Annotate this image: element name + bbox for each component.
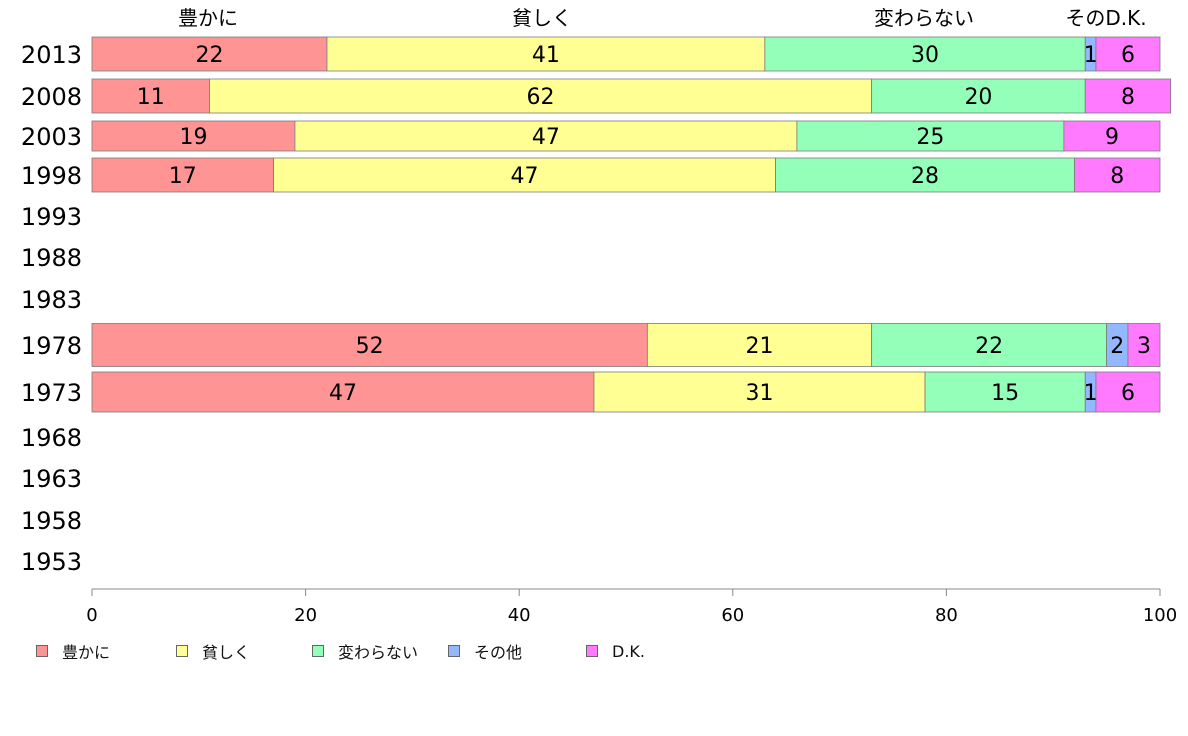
x-tick-label: 20 (294, 605, 317, 626)
data-label: 47 (511, 164, 539, 189)
data-label: 15 (991, 381, 1019, 406)
bar-segment (1084, 78, 1172, 114)
data-label: 1 (1084, 43, 1098, 68)
data-label: 17 (169, 164, 197, 189)
y-tick-label: 1983 (21, 286, 82, 314)
y-tick-label: 1953 (21, 548, 82, 576)
data-label: 3 (1137, 334, 1151, 359)
legend-item: D.K. (586, 638, 645, 664)
data-label: 20 (964, 85, 992, 110)
bar-segment (91, 120, 296, 152)
bar-segment (91, 157, 274, 193)
top-label: 貧しく (512, 6, 572, 30)
y-axis-labels: 2013 2008 2003 1998 1993 1988 1983 1978 1973 1968… (21, 41, 82, 576)
data-label: 28 (911, 164, 939, 189)
data-label: 47 (532, 125, 560, 150)
data-label: 8 (1110, 164, 1124, 189)
legend: 豊かに 貧しく 変わらない その他 D.K. (36, 638, 736, 664)
bar-segment (646, 323, 873, 367)
bar-segment (326, 36, 766, 72)
data-label: 19 (179, 125, 207, 150)
legend-label: その他 (474, 643, 523, 662)
legend-label: 貧しく (202, 643, 251, 662)
top-label: 豊かに (178, 6, 238, 30)
bar-segment (1095, 36, 1161, 72)
bar-segment (871, 323, 1108, 367)
data-label: 8 (1121, 85, 1135, 110)
legend-swatch (176, 645, 188, 657)
bar-segment (775, 157, 1075, 193)
y-tick-label: 1968 (21, 424, 82, 452)
data-label: 1 (1084, 381, 1098, 406)
bar-segment (91, 36, 328, 72)
bar-segment (91, 78, 210, 114)
data-label: 6 (1121, 43, 1135, 68)
data-label: 30 (911, 43, 939, 68)
data-label: 11 (137, 85, 165, 110)
bar-segment (209, 78, 873, 114)
bar-segment (924, 371, 1086, 413)
data-label: 22 (975, 334, 1003, 359)
data-label: 62 (527, 85, 555, 110)
bars-area: 22 41 30 1 611 62 20 819 47 25 917 47 28 852 21 22 2 347 3… (91, 36, 1172, 413)
legend-item: 豊かに (36, 638, 110, 664)
x-tick-label: 0 (86, 605, 97, 626)
x-tick-label: 80 (935, 605, 958, 626)
y-tick-label: 1973 (21, 379, 82, 407)
y-tick-label: 1978 (21, 332, 82, 360)
x-tick-label: 40 (508, 605, 531, 626)
legend-item: 貧しく (176, 638, 250, 664)
y-tick-label: 1963 (21, 465, 82, 493)
x-tick-label: 60 (721, 605, 744, 626)
bar-segment (764, 36, 1086, 72)
bar-segment (871, 78, 1086, 114)
legend-label: D.K. (612, 641, 645, 661)
bar-segment (1063, 120, 1161, 152)
data-label: 41 (532, 43, 560, 68)
data-label: 47 (329, 381, 357, 406)
x-tick-label: 100 (1143, 605, 1177, 626)
bar-segment (593, 371, 926, 413)
legend-label: 豊かに (62, 643, 111, 662)
legend-swatch (586, 645, 598, 657)
bar-segment (273, 157, 776, 193)
y-tick-label: 1998 (21, 162, 82, 190)
y-tick-label: 1958 (21, 507, 82, 535)
bar-segment (796, 120, 1065, 152)
data-label: 22 (195, 43, 223, 68)
data-label: 21 (746, 334, 774, 359)
data-label: 9 (1105, 125, 1119, 150)
data-label: 31 (746, 381, 774, 406)
data-label: 6 (1121, 381, 1135, 406)
top-label: そのD.K. (1065, 6, 1146, 30)
legend-swatch (448, 645, 460, 657)
bar-segment (1127, 323, 1161, 367)
y-tick-label: 2008 (21, 83, 82, 111)
y-tick-label: 2013 (21, 41, 82, 69)
top-label: 変わらない (874, 6, 974, 30)
bar-segment (1074, 157, 1161, 193)
data-label: 52 (356, 334, 384, 359)
legend-item: その他 (448, 638, 522, 664)
data-label: 25 (916, 125, 944, 150)
legend-swatch (312, 645, 324, 657)
y-tick-label: 2003 (21, 123, 82, 151)
x-axis: 0 20 40 60 80 100 (86, 588, 1177, 626)
y-tick-label: 1988 (21, 244, 82, 272)
y-tick-label: 1993 (21, 203, 82, 231)
legend-label: 変わらない (338, 643, 419, 662)
legend-item: 変わらない (312, 638, 418, 664)
top-series-labels: 豊かに 貧しく 変わらない そのD.K. (178, 6, 1147, 30)
data-label: 2 (1110, 334, 1124, 359)
bar-segment (1095, 371, 1161, 413)
legend-swatch (36, 645, 48, 657)
bar-segment (294, 120, 798, 152)
